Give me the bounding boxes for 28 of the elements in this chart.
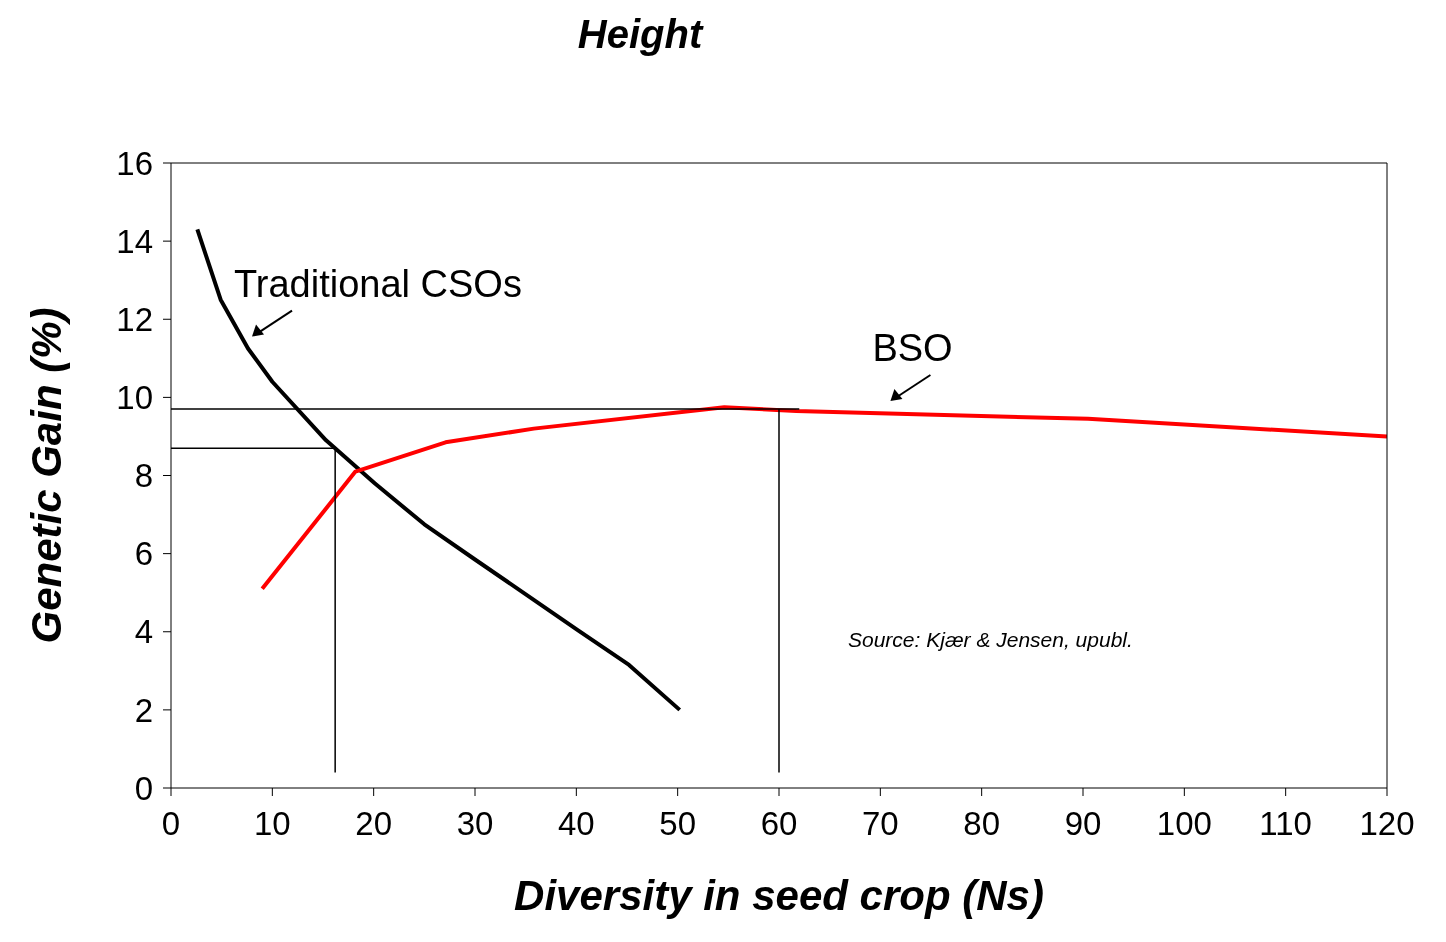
y-tick-label: 14 — [116, 222, 153, 260]
y-tick-label: 12 — [116, 300, 153, 338]
y-tick-label: 2 — [134, 691, 153, 729]
x-axis-title: Diversity in seed crop (Ns) — [514, 872, 1044, 919]
chart-title: Height — [576, 12, 705, 57]
x-tick-label: 120 — [1359, 805, 1415, 843]
y-tick-label: 16 — [116, 144, 153, 182]
x-tick-label: 30 — [456, 805, 494, 843]
x-tick-label: 60 — [760, 805, 798, 843]
x-tick-label: 100 — [1156, 805, 1212, 843]
annotation: BSO — [872, 327, 953, 369]
y-tick-label: 8 — [134, 457, 153, 495]
annotation: Source: Kjær & Jensen, upubl. — [848, 628, 1133, 652]
y-tick-label: 4 — [134, 613, 153, 651]
x-tick-label: 90 — [1064, 805, 1102, 843]
y-tick-label: 0 — [134, 769, 153, 807]
y-axis-title: Genetic Gain (%) — [22, 307, 70, 644]
x-tick-label: 0 — [161, 805, 181, 843]
x-tick-label: 50 — [659, 805, 697, 843]
x-tick-label: 110 — [1259, 805, 1312, 843]
y-tick-label: 6 — [134, 535, 153, 573]
annotation: Traditional CSOs — [234, 262, 522, 305]
x-tick-label: 80 — [963, 805, 1001, 843]
x-tick-label: 70 — [861, 805, 899, 843]
y-tick-label: 10 — [116, 379, 153, 417]
x-tick-label: 40 — [557, 805, 595, 843]
x-tick-label: 20 — [355, 805, 393, 843]
x-tick-label: 10 — [253, 805, 291, 843]
